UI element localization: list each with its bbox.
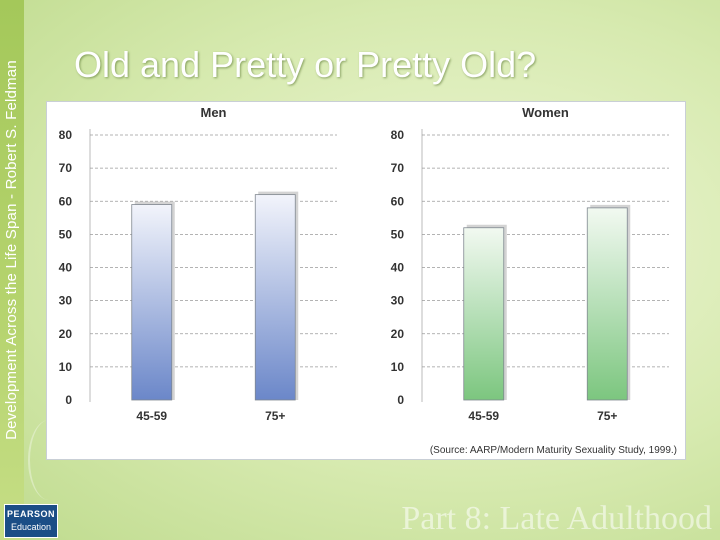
y-tick-label: 40 xyxy=(391,261,405,275)
bar xyxy=(131,204,173,401)
y-tick-label: 10 xyxy=(59,360,73,374)
bar xyxy=(586,207,628,401)
y-tick-label: 20 xyxy=(59,327,73,341)
panel-title: Women xyxy=(522,105,569,120)
y-tick-label: 40 xyxy=(59,261,73,275)
y-tick-label: 0 xyxy=(65,393,72,407)
logo-bottom-text: Education xyxy=(10,522,52,532)
slide-title: Old and Pretty or Pretty Old? xyxy=(74,44,537,85)
category-label: 75+ xyxy=(597,409,617,423)
book-title-vertical: Development Across the Life Span - Rober… xyxy=(3,60,20,440)
chart-figure: (Source: AARP/Modern Maturity Sexuality … xyxy=(46,101,686,460)
y-tick-label: 60 xyxy=(59,194,73,208)
category-label: 75+ xyxy=(265,409,285,423)
y-tick-label: 60 xyxy=(391,194,405,208)
y-tick-label: 30 xyxy=(59,294,73,308)
y-tick-label: 80 xyxy=(391,128,405,142)
y-tick-label: 20 xyxy=(391,327,405,341)
bar xyxy=(254,194,296,401)
y-tick-label: 70 xyxy=(59,161,73,175)
chart-canvas: (Source: AARP/Modern Maturity Sexuality … xyxy=(59,105,677,456)
logo-top-text: PEARSON xyxy=(6,509,55,519)
bar xyxy=(463,227,505,401)
y-tick-label: 50 xyxy=(391,227,405,241)
y-tick-label: 80 xyxy=(59,128,73,142)
section-footer: Part 8: Late Adulthood xyxy=(401,500,712,537)
decorative-swirl xyxy=(28,420,70,500)
sidebar-strip: Development Across the Life Span - Rober… xyxy=(0,0,24,540)
y-tick-label: 10 xyxy=(391,360,405,374)
y-tick-label: 0 xyxy=(397,393,404,407)
y-tick-label: 30 xyxy=(391,294,405,308)
category-label: 45-59 xyxy=(136,409,167,423)
category-label: 45-59 xyxy=(468,409,499,423)
source-note: (Source: AARP/Modern Maturity Sexuality … xyxy=(430,445,677,456)
y-tick-label: 50 xyxy=(59,227,73,241)
publisher-logo: PEARSON Education xyxy=(4,504,58,538)
panel-title: Men xyxy=(201,105,227,120)
y-tick-label: 70 xyxy=(391,161,405,175)
